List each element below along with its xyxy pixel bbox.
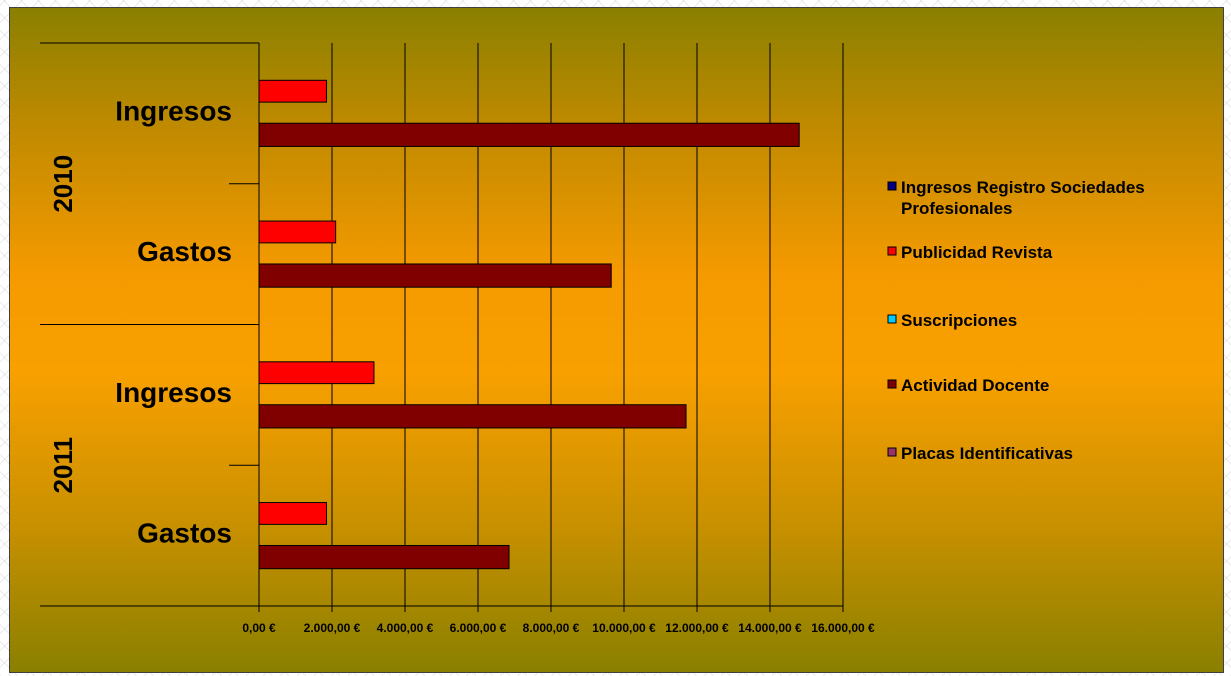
year-label: 2011 [48,437,78,493]
legend-swatch [887,181,897,191]
bars [258,79,800,570]
category-label: Gastos [137,518,232,549]
x-tick-label: 16.000,00 € [811,621,875,635]
bar-actividad-docente [258,404,687,429]
bar-chart: Ingresos Gastos 2010 Ingresos Gastos 2011 0,0… [40,42,1145,635]
x-tick-label: 12.000,00 € [665,621,729,635]
legend-label: Ingresos Registro Sociedades [901,178,1145,197]
x-tick-label: 10.000,00 € [592,621,656,635]
legend-label: Actividad Docente [901,376,1049,395]
axes [40,42,844,612]
legend-swatch [887,447,897,457]
category-label: Ingresos [115,377,232,408]
x-tick-label: 2.000,00 € [304,621,361,635]
legend-swatch [887,246,897,256]
bar-actividad-docente [258,263,612,288]
x-tick-label: 0,00 € [242,621,276,635]
bar-actividad-docente [258,544,510,570]
x-tick-labels: 0,00 € 2.000,00 € 4.000,00 € 6.000,00 € 8.00… [242,621,875,635]
legend-swatch [887,379,897,389]
bar-publicidad-revista [258,220,337,244]
legend: Ingresos Registro Sociedades Profesionale… [887,178,1145,463]
legend-label: Profesionales [901,199,1013,218]
x-tick-label: 14.000,00 € [738,621,802,635]
legend-label: Suscripciones [901,311,1017,330]
x-tick-label: 6.000,00 € [450,621,507,635]
legend-label: Publicidad Revista [901,243,1053,262]
chart-area: Ingresos Gastos 2010 Ingresos Gastos 2011 0,0… [9,7,1224,673]
bar-publicidad-revista [258,79,328,103]
x-tick-label: 4.000,00 € [377,621,434,635]
legend-label: Placas Identificativas [901,444,1073,463]
category-label: Gastos [137,236,232,267]
year-label: 2010 [48,155,78,213]
bar-publicidad-revista [258,361,375,385]
bar-actividad-docente [258,122,800,147]
x-tick-label: 8.000,00 € [523,621,580,635]
category-label: Ingresos [115,95,232,126]
bar-publicidad-revista [258,502,328,525]
category-labels: Ingresos Gastos 2010 Ingresos Gastos 2011 [48,95,232,548]
legend-swatch [887,314,897,324]
